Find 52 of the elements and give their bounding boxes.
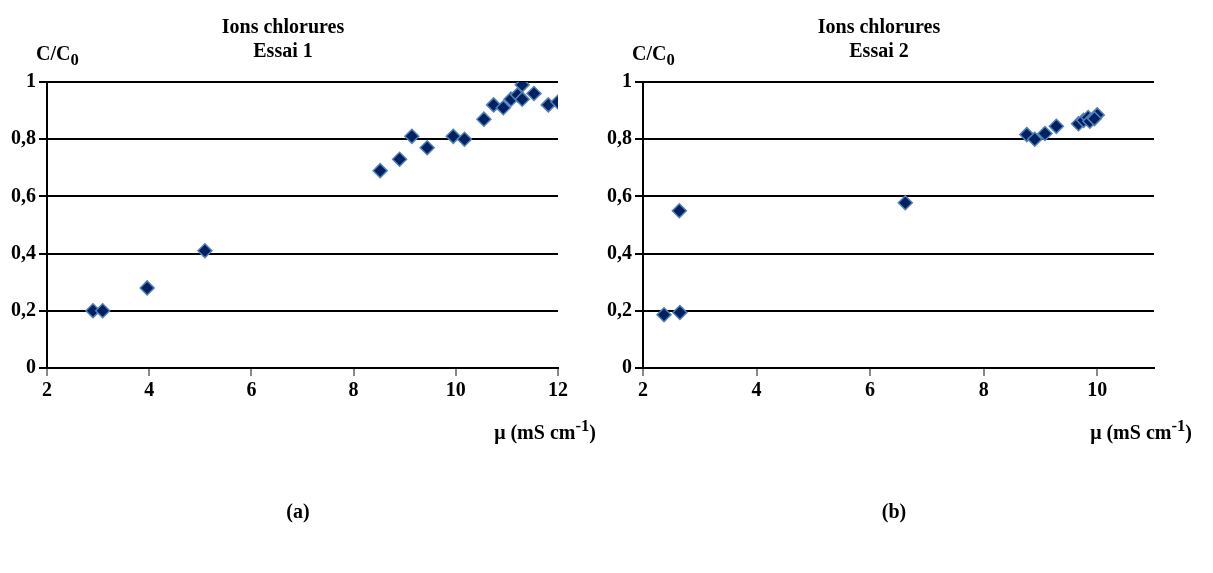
y-axis-title: C/C$_{0}$ (36, 42, 79, 70)
point (1048, 118, 1065, 135)
x-tick-label: 10 (445, 378, 466, 401)
chart-title: Ions chlorures Essai 2 (817, 15, 941, 62)
point (1086, 110, 1103, 127)
text: (b) (880, 500, 908, 523)
x-tick-label: 4 (751, 378, 762, 401)
x-tick-label: 12 (548, 378, 568, 401)
y-tick-label: 0,4 (607, 240, 632, 263)
point (419, 140, 435, 156)
point (456, 131, 473, 147)
y-axis-title: C/C$_{0}$ (632, 42, 675, 70)
point (656, 307, 672, 323)
text: (a) (285, 500, 311, 523)
y-tick-label: 0,6 (607, 183, 632, 206)
y-tick-label: 0,8 (11, 126, 36, 149)
point (672, 304, 688, 321)
x-axis-title: μ (mS cm$^{-1}$) (1090, 416, 1192, 444)
point (1037, 125, 1053, 142)
x-tick-label: 2 (42, 378, 52, 401)
y-tick-label: 0,4 (11, 240, 36, 263)
point (1027, 131, 1043, 147)
y-tick-label: 1 (622, 69, 632, 92)
y-tick-label: 0,2 (11, 297, 36, 320)
point (526, 85, 542, 102)
x-tick-label: 8 (348, 378, 359, 401)
x-tick-label: 8 (978, 378, 989, 401)
x-tick-label: 6 (246, 378, 257, 401)
point (495, 99, 512, 116)
point (197, 242, 213, 259)
point (139, 280, 155, 296)
x-tick-label: 10 (1087, 378, 1108, 401)
point (514, 91, 530, 107)
point (391, 151, 408, 167)
chart-title: Ions chlorures Essai 1 (221, 15, 345, 62)
y-tick-label: 1 (26, 69, 36, 92)
y-tick-label: 0 (622, 355, 632, 378)
x-tick-label: 2 (638, 378, 648, 401)
y-tick-label: 0 (26, 355, 36, 378)
point (445, 128, 461, 145)
y-tick-label: 0,2 (607, 297, 632, 320)
x-tick-label: 6 (865, 378, 876, 401)
y-tick-label: 0,8 (607, 126, 632, 149)
point (372, 162, 388, 179)
point (476, 111, 492, 127)
point (404, 128, 420, 145)
point (94, 303, 111, 319)
y-tick-label: 0,6 (11, 183, 36, 206)
point (671, 202, 688, 219)
x-axis-title: μ (mS cm$^{-1}$) (494, 416, 596, 444)
point (897, 194, 914, 211)
x-tick-label: 4 (144, 378, 155, 401)
